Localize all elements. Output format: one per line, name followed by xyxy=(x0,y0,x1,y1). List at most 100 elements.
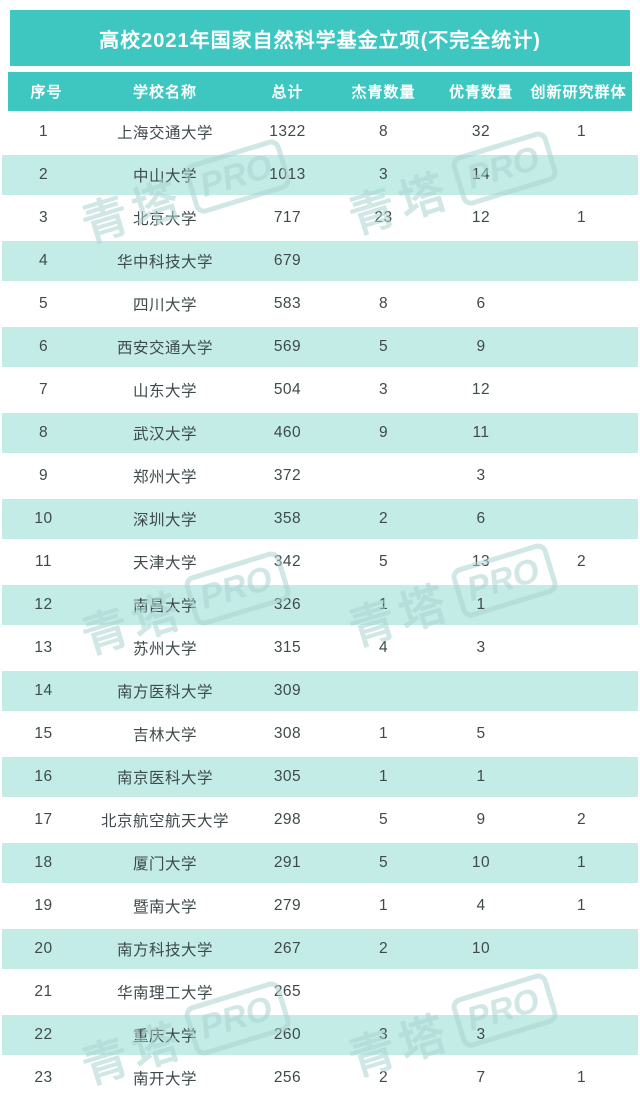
table-row: 14 南方医科大学 309 xyxy=(2,668,638,715)
jieqing-count-cell: 5 xyxy=(378,552,389,570)
jieqing-count-cell: 5 xyxy=(378,337,389,355)
youqing-count-cell: 1 xyxy=(476,595,486,613)
rank-cell: 23 xyxy=(34,1069,53,1087)
total-cell: 291 xyxy=(273,854,302,872)
youqing-count-cell: 7 xyxy=(476,1069,486,1087)
rank-cell: 7 xyxy=(38,380,49,398)
total-cell: 305 xyxy=(273,767,302,785)
school-cell: 上海交通大学 xyxy=(116,124,213,142)
total-cell: 504 xyxy=(273,380,302,398)
rank-cell: 6 xyxy=(38,337,49,355)
total-cell: 265 xyxy=(273,983,302,1001)
school-cell: 华中科技大学 xyxy=(116,253,213,271)
table-row: 19 暨南大学 279 1 4 1 xyxy=(2,886,638,926)
rank-cell: 9 xyxy=(38,466,49,484)
jieqing-count-cell: 8 xyxy=(378,122,389,140)
total-cell: 342 xyxy=(273,552,302,570)
jieqing-count-cell: 1 xyxy=(378,595,389,613)
school-cell: 吉林大学 xyxy=(132,726,197,744)
rank-cell: 16 xyxy=(34,767,53,785)
jieqing-count-cell: 2 xyxy=(378,509,389,527)
school-cell: 北京大学 xyxy=(132,210,197,228)
table-row: 11 天津大学 342 5 13 2 xyxy=(2,542,638,582)
jieqing-count-cell: 4 xyxy=(378,638,389,656)
jieqing-count-cell: 9 xyxy=(378,423,389,441)
rank-cell: 11 xyxy=(34,552,53,570)
youqing-count-cell: 3 xyxy=(476,466,486,484)
jieqing-count-cell: 8 xyxy=(378,294,389,312)
rank-cell: 21 xyxy=(34,983,53,1001)
school-cell: 中山大学 xyxy=(132,167,197,185)
table-row: 18 厦门大学 291 5 10 1 xyxy=(2,840,638,887)
rank-cell: 12 xyxy=(34,595,53,613)
total-cell: 569 xyxy=(273,337,302,355)
jieqing-count-cell: 23 xyxy=(374,208,393,226)
youqing-count-cell: 12 xyxy=(471,208,491,226)
rank-cell: 10 xyxy=(34,509,53,527)
innovation-group-cell: 1 xyxy=(576,854,587,872)
rank-cell: 8 xyxy=(38,423,49,441)
rank-cell: 3 xyxy=(38,208,49,226)
total-cell: 260 xyxy=(273,1026,302,1044)
total-cell: 583 xyxy=(273,294,302,312)
youqing-count-cell: 9 xyxy=(476,811,486,828)
youqing-count-cell: 3 xyxy=(476,1026,486,1044)
school-cell: 苏州大学 xyxy=(132,640,197,658)
table-row: 9 郑州大学 372 3 xyxy=(2,456,638,496)
total-cell: 309 xyxy=(273,681,302,699)
youqing-count-cell: 9 xyxy=(476,337,486,355)
rank-cell: 2 xyxy=(38,165,49,183)
table-row: 17 北京航空航天大学 298 5 9 2 xyxy=(2,800,638,840)
school-cell: 四川大学 xyxy=(132,296,197,314)
rank-cell: 5 xyxy=(38,294,49,312)
school-cell: 厦门大学 xyxy=(132,856,197,874)
jieqing-count-cell: 2 xyxy=(378,940,389,958)
table-body: 1 上海交通大学 1322 8 32 1 2 中山大学 1013 3 14 3 北京大学 717 23 12 1… xyxy=(2,112,638,1098)
jieqing-count-cell: 1 xyxy=(378,767,389,785)
total-cell: 1322 xyxy=(269,122,306,140)
school-cell: 南京医科大学 xyxy=(116,769,213,787)
jieqing-count-cell: 2 xyxy=(378,1069,389,1087)
table-row: 3 北京大学 717 23 12 1 xyxy=(2,198,638,238)
jieqing-count-cell: 5 xyxy=(378,811,389,828)
total-cell: 372 xyxy=(273,466,302,484)
youqing-count-cell: 6 xyxy=(476,294,486,312)
table-row: 8 武汉大学 460 9 11 xyxy=(2,410,638,457)
total-cell: 267 xyxy=(273,940,302,958)
table-row: 13 苏州大学 315 4 3 xyxy=(2,628,638,668)
jieqing-count-cell: 3 xyxy=(378,1026,389,1044)
total-cell: 1013 xyxy=(269,165,306,183)
table-row: 21 华南理工大学 265 xyxy=(2,972,638,1012)
innovation-group-cell: 1 xyxy=(576,897,587,915)
total-cell: 326 xyxy=(273,595,302,613)
jieqing-count-cell: 5 xyxy=(378,854,389,872)
school-cell: 暨南大学 xyxy=(132,899,197,917)
youqing-count-cell: 10 xyxy=(471,854,491,872)
total-cell: 298 xyxy=(273,811,302,828)
total-cell: 679 xyxy=(273,251,302,269)
rank-cell: 1 xyxy=(38,122,49,140)
innovation-group-cell: 1 xyxy=(576,208,587,226)
rank-cell: 13 xyxy=(34,638,53,656)
innovation-group-cell: 1 xyxy=(576,1069,587,1087)
youqing-count-cell: 4 xyxy=(476,897,486,915)
school-cell: 天津大学 xyxy=(132,554,197,572)
rank-cell: 15 xyxy=(34,724,53,742)
rank-cell: 18 xyxy=(34,854,53,872)
total-cell: 460 xyxy=(273,423,302,441)
school-cell: 北京航空航天大学 xyxy=(100,813,229,830)
jieqing-count-cell: 3 xyxy=(378,165,389,183)
column-header-rank-cell: 序号 xyxy=(30,84,63,101)
school-cell: 武汉大学 xyxy=(132,425,197,443)
table-row: 22 重庆大学 260 3 3 xyxy=(2,1012,638,1059)
youqing-count-cell: 11 xyxy=(472,423,490,441)
column-header-innovation-group-cell: 创新研究群体 xyxy=(530,84,627,101)
rank-cell: 22 xyxy=(34,1026,53,1044)
table-row: 7 山东大学 504 3 12 xyxy=(2,370,638,410)
school-cell: 重庆大学 xyxy=(132,1028,197,1046)
column-header-school-cell: 学校名称 xyxy=(132,84,197,101)
jieqing-count-cell: 3 xyxy=(378,380,389,398)
table-row: 10 深圳大学 358 2 6 xyxy=(2,496,638,543)
school-cell: 华南理工大学 xyxy=(116,985,213,1003)
